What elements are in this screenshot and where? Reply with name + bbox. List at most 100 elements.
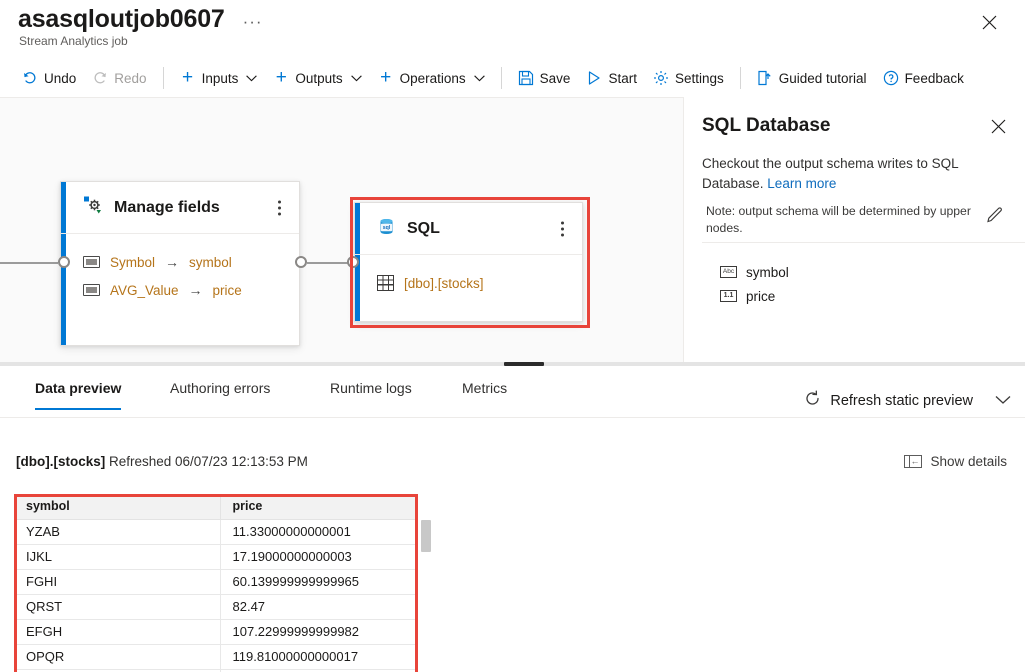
command-bar: Undo Redo + Inputs + Outputs + Operatio (0, 60, 1025, 96)
close-icon[interactable] (989, 117, 1007, 135)
settings-button[interactable]: Settings (645, 63, 732, 93)
cell-symbol: OPQR (14, 644, 221, 670)
node-manage-fields[interactable]: Manage fields Symbol → symbol AVG_Value … (60, 181, 300, 346)
column-header-price[interactable]: price (220, 494, 418, 520)
grid-vertical-scrollbar[interactable] (421, 520, 431, 552)
arrow-icon: → (165, 254, 180, 270)
node-input-port[interactable] (58, 256, 70, 268)
feedback-button[interactable]: Feedback (875, 63, 972, 93)
table-row[interactable]: OPQR 119.81000000000017 (14, 644, 418, 670)
table-row[interactable] (14, 669, 418, 672)
chevron-down-icon[interactable] (995, 392, 1011, 410)
preview-status: [dbo].[stocks] Refreshed 06/07/23 12:13:… (16, 454, 308, 469)
cell-symbol: FGHI (14, 569, 221, 595)
undo-label: Undo (44, 70, 77, 86)
divider (162, 67, 164, 89)
learn-more-link[interactable]: Learn more (767, 176, 837, 191)
table-row[interactable]: FGHI 60.139999999999965 (14, 569, 418, 595)
redo-button[interactable]: Redo (84, 63, 154, 93)
guided-tutorial-label: Guided tutorial (778, 70, 867, 86)
cell-price: 107.22999999999982 (220, 619, 418, 645)
node-title: SQL (407, 219, 440, 237)
table-body: YZAB 11.33000000000001 IJKL 17.190000000… (14, 519, 418, 672)
refresh-static-preview-button[interactable]: Refresh static preview (804, 390, 973, 411)
cell-price: 11.33000000000001 (220, 519, 418, 545)
node-input-port[interactable] (347, 256, 359, 268)
page-header: asasqloutjob0607 ··· Stream Analytics jo… (0, 0, 1025, 60)
chevron-down-icon (350, 74, 362, 82)
save-button[interactable]: Save (510, 63, 579, 93)
guided-tutorial-button[interactable]: Guided tutorial (749, 63, 875, 93)
cell-symbol: EFGH (14, 619, 221, 645)
gear-icon (653, 70, 669, 86)
cell-symbol: QRST (14, 594, 221, 620)
refresh-icon (804, 390, 821, 411)
operations-label: Operations (399, 70, 466, 86)
field-target: symbol (189, 254, 232, 270)
show-details-label: Show details (930, 454, 1007, 469)
tab-runtime-logs[interactable]: Runtime logs (330, 380, 412, 396)
divider (702, 242, 1025, 243)
field-icon (83, 256, 100, 268)
tab-data-preview[interactable]: Data preview (35, 380, 122, 410)
undo-button[interactable]: Undo (14, 63, 84, 93)
schema-field-name: price (746, 288, 776, 304)
field-source: Symbol (110, 254, 156, 270)
cell-price: 119.81000000000017 (220, 644, 418, 670)
abc-type-icon: Abc (720, 266, 737, 278)
show-details-button[interactable]: Show details (904, 453, 1007, 469)
undo-icon (22, 70, 38, 86)
sql-table-row[interactable]: [dbo].[stocks] (377, 269, 582, 297)
tab-authoring-errors[interactable]: Authoring errors (170, 380, 271, 396)
node-sql[interactable]: sql SQL [dbo].[stocks] (354, 202, 583, 322)
table-row[interactable]: QRST 82.47 (14, 594, 418, 620)
title-row: asasqloutjob0607 ··· (18, 4, 267, 34)
cell-symbol: YZAB (14, 519, 221, 545)
column-header-symbol[interactable]: symbol (14, 494, 221, 520)
wire-manage-fields-to-sql (307, 262, 353, 264)
sql-table-name: [dbo].[stocks] (404, 275, 484, 291)
add-operations-button[interactable]: + Operations (370, 63, 493, 93)
add-inputs-button[interactable]: + Inputs (172, 63, 266, 93)
data-preview-grid: symbol price YZAB 11.33000000000001 IJKL… (14, 494, 418, 672)
panel-title: SQL Database (702, 115, 831, 136)
field-source: AVG_Value (110, 282, 179, 298)
field-target: price (212, 282, 242, 298)
node-menu-button[interactable] (273, 197, 285, 218)
plus-icon: + (380, 67, 392, 88)
panel-description-text: Checkout the output schema writes to SQL… (702, 156, 959, 191)
chevron-down-icon (246, 74, 258, 82)
tab-metrics[interactable]: Metrics (462, 380, 508, 396)
node-output-port[interactable] (295, 256, 307, 268)
more-options-button[interactable]: ··· (242, 12, 263, 31)
sql-database-icon: sql (377, 217, 396, 241)
node-header: sql SQL (355, 203, 582, 255)
tutorial-icon (757, 70, 773, 86)
save-icon (518, 70, 534, 86)
refresh-label: Refresh static preview (830, 392, 973, 409)
table-row[interactable]: YZAB 11.33000000000001 (14, 519, 418, 545)
data-preview-grid-wrapper[interactable]: symbol price YZAB 11.33000000000001 IJKL… (14, 494, 418, 672)
node-body: Symbol → symbol AVG_Value → price (61, 234, 299, 318)
panel-splitter[interactable] (0, 362, 1025, 366)
field-mapping-row[interactable]: AVG_Value → price (83, 276, 299, 304)
table-row[interactable]: IJKL 17.19000000000003 (14, 544, 418, 570)
node-menu-button[interactable] (556, 218, 568, 239)
schema-item: Abc symbol (720, 260, 789, 284)
add-outputs-button[interactable]: + Outputs (265, 63, 369, 93)
svg-text:sql: sql (383, 225, 391, 231)
close-icon[interactable] (975, 8, 1003, 36)
panel-note: Note: output schema will be determined b… (706, 204, 971, 235)
tab-bar: Data preview Authoring errors Runtime lo… (0, 366, 1025, 418)
plus-icon: + (182, 67, 194, 88)
pencil-icon[interactable] (985, 205, 1005, 225)
table-row[interactable]: EFGH 107.22999999999982 (14, 619, 418, 645)
cell-symbol (14, 669, 221, 672)
start-button[interactable]: Start (578, 63, 645, 93)
splitter-grip[interactable] (504, 362, 544, 366)
table-icon (377, 275, 394, 291)
preview-status-table: [dbo].[stocks] (16, 454, 106, 469)
field-mapping-row[interactable]: Symbol → symbol (83, 248, 299, 276)
question-icon (883, 70, 899, 86)
